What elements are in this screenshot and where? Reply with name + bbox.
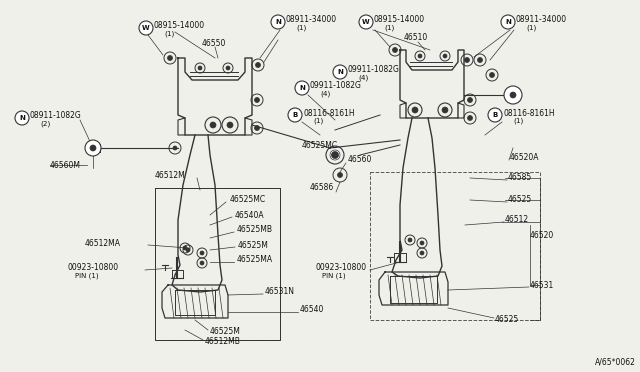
Text: 46585: 46585 [508, 173, 532, 183]
Text: 08911-1082G: 08911-1082G [30, 112, 82, 121]
Circle shape [255, 125, 259, 131]
Text: 46525M: 46525M [238, 241, 269, 250]
Circle shape [15, 111, 29, 125]
Text: 00923-10800: 00923-10800 [315, 263, 366, 273]
Text: N: N [299, 85, 305, 91]
Circle shape [332, 151, 339, 158]
Circle shape [85, 140, 101, 156]
Text: 08116-8161H: 08116-8161H [303, 109, 355, 118]
Text: 46512MB: 46512MB [205, 337, 241, 346]
Circle shape [227, 122, 233, 128]
Circle shape [392, 48, 397, 52]
Circle shape [173, 146, 177, 150]
Circle shape [198, 66, 202, 70]
Text: PIN (1): PIN (1) [75, 273, 99, 279]
Text: 46531N: 46531N [265, 288, 295, 296]
Text: 09911-1082G: 09911-1082G [348, 65, 400, 74]
Circle shape [467, 97, 472, 103]
Text: 08116-8161H: 08116-8161H [503, 109, 555, 118]
Text: 46550: 46550 [202, 38, 227, 48]
Text: 46512MA: 46512MA [85, 238, 121, 247]
Circle shape [490, 73, 495, 77]
Text: 46540: 46540 [300, 305, 324, 314]
Text: N: N [275, 19, 281, 25]
Circle shape [210, 122, 216, 128]
Circle shape [488, 108, 502, 122]
Text: 46525MC: 46525MC [230, 196, 266, 205]
Text: 46520A: 46520A [510, 154, 540, 163]
Text: W: W [142, 25, 150, 31]
Text: 46525M: 46525M [210, 327, 241, 337]
Text: (1): (1) [513, 118, 524, 124]
Text: 46525: 46525 [495, 315, 519, 324]
Text: 46512: 46512 [505, 215, 529, 224]
Text: 46520: 46520 [530, 231, 554, 240]
Text: 46560: 46560 [348, 155, 372, 164]
Text: 09911-1082G: 09911-1082G [310, 81, 362, 90]
Circle shape [510, 92, 516, 98]
Circle shape [477, 58, 483, 62]
Circle shape [90, 145, 96, 151]
Text: PIN (1): PIN (1) [322, 273, 346, 279]
Circle shape [226, 66, 230, 70]
Circle shape [271, 15, 285, 29]
Text: A/65*0062: A/65*0062 [595, 357, 636, 366]
Text: B: B [292, 112, 298, 118]
Circle shape [418, 54, 422, 58]
Circle shape [465, 58, 470, 62]
Circle shape [501, 15, 515, 29]
Text: 46525: 46525 [508, 196, 532, 205]
Circle shape [139, 21, 153, 35]
Circle shape [288, 108, 302, 122]
Circle shape [420, 251, 424, 255]
Circle shape [186, 248, 190, 252]
Circle shape [168, 55, 173, 61]
Text: (1): (1) [296, 25, 307, 31]
Circle shape [200, 261, 204, 265]
Circle shape [504, 86, 522, 104]
Circle shape [255, 62, 260, 67]
Text: W: W [362, 19, 370, 25]
Text: 08911-34000: 08911-34000 [286, 16, 337, 25]
Circle shape [443, 54, 447, 58]
Circle shape [420, 241, 424, 245]
Circle shape [183, 246, 187, 250]
Text: N: N [19, 115, 25, 121]
Circle shape [442, 107, 448, 113]
Circle shape [337, 173, 342, 177]
Text: 08911-34000: 08911-34000 [516, 16, 567, 25]
Text: 46512M: 46512M [155, 170, 186, 180]
Circle shape [412, 107, 418, 113]
Circle shape [255, 97, 259, 103]
Text: N: N [337, 69, 343, 75]
Text: (1): (1) [526, 25, 536, 31]
Circle shape [359, 15, 373, 29]
Text: 00923-10800: 00923-10800 [68, 263, 119, 273]
Text: B: B [492, 112, 498, 118]
Text: (2): (2) [40, 121, 51, 127]
Text: (4): (4) [358, 75, 368, 81]
Text: 46525MC: 46525MC [302, 141, 338, 150]
Text: N: N [505, 19, 511, 25]
Text: 46525MB: 46525MB [237, 225, 273, 234]
Text: 46540A: 46540A [235, 211, 264, 219]
Text: 08915-14000: 08915-14000 [154, 22, 205, 31]
Circle shape [200, 251, 204, 255]
Text: 46510: 46510 [404, 33, 428, 42]
Text: (1): (1) [384, 25, 394, 31]
Circle shape [295, 81, 309, 95]
Text: (1): (1) [313, 118, 323, 124]
Text: 46531: 46531 [530, 280, 554, 289]
Text: (4): (4) [320, 91, 330, 97]
Circle shape [330, 150, 340, 160]
Text: 46586: 46586 [310, 183, 334, 192]
Text: (1): (1) [164, 31, 174, 37]
Circle shape [408, 238, 412, 242]
Text: 08915-14000: 08915-14000 [374, 16, 425, 25]
Text: 46525MA: 46525MA [237, 256, 273, 264]
Circle shape [333, 65, 347, 79]
Circle shape [467, 115, 472, 121]
Text: 46560M: 46560M [50, 160, 81, 170]
